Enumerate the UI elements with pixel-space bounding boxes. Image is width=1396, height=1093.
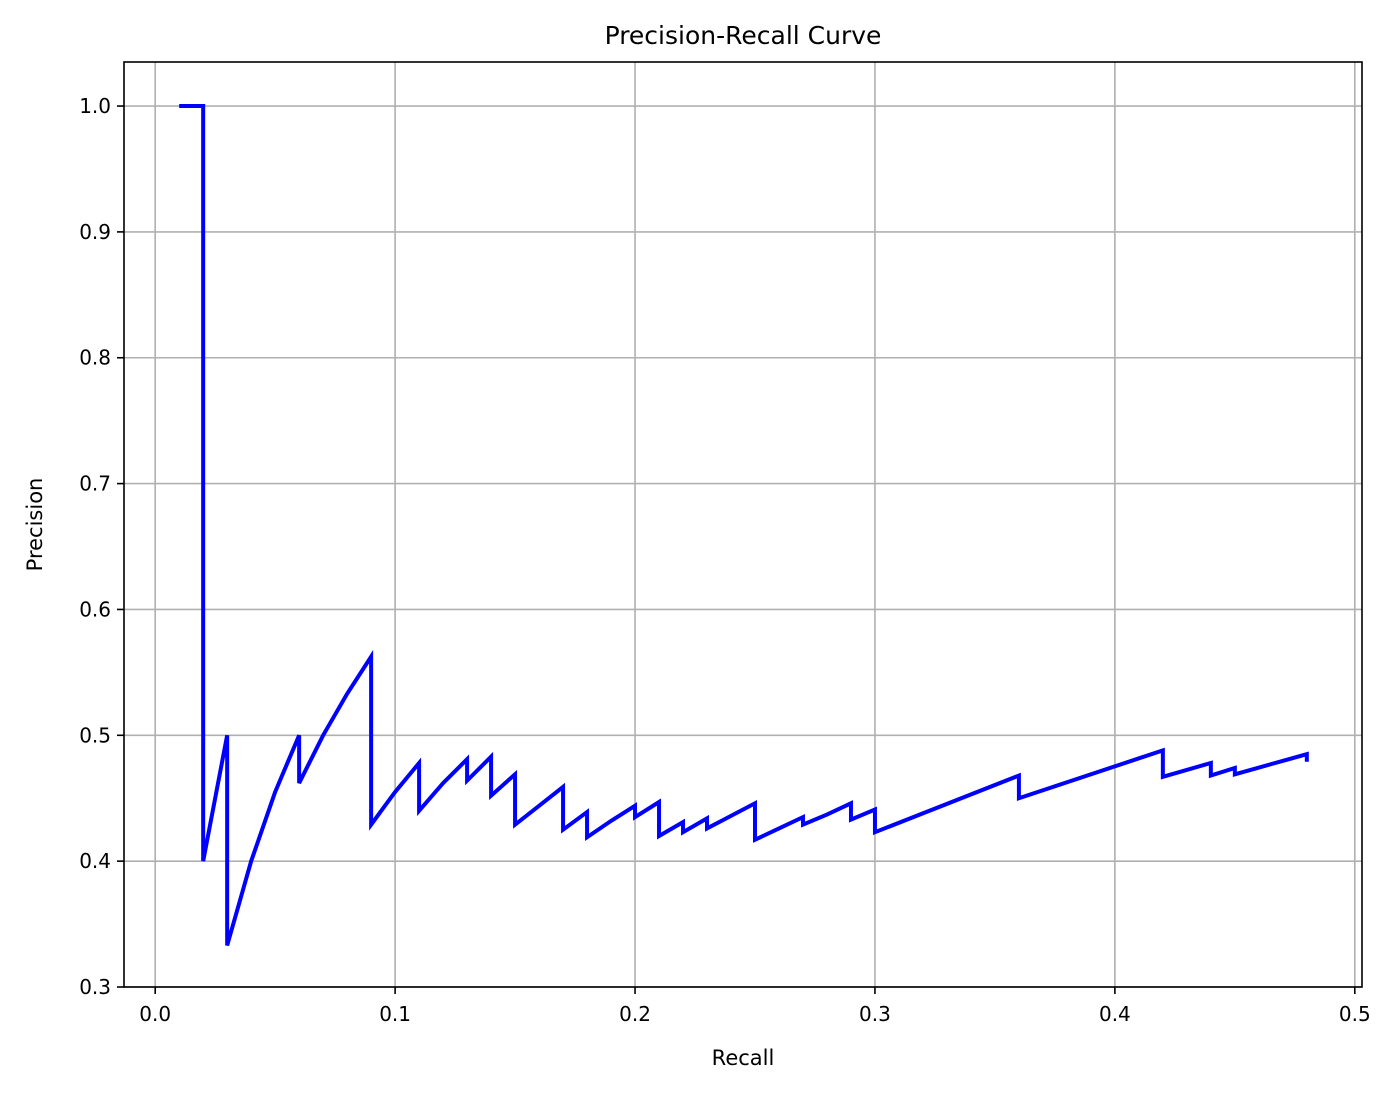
y-tick-label: 1.0	[79, 94, 111, 118]
x-tick-label: 0.4	[1099, 1002, 1131, 1026]
x-tick-label: 0.3	[859, 1002, 891, 1026]
grid-lines	[124, 62, 1362, 988]
axes-frame	[123, 61, 1363, 988]
x-tick-label: 0.2	[619, 1002, 651, 1026]
x-tick-label: 0.0	[139, 1002, 171, 1026]
y-tick-label: 0.5	[79, 723, 111, 747]
x-tick-label: 0.1	[379, 1002, 411, 1026]
y-tick-label: 0.4	[79, 849, 111, 873]
y-axis-label: Precision	[23, 478, 47, 572]
y-tick-label: 0.9	[79, 220, 111, 244]
y-tick-label: 0.6	[79, 597, 111, 621]
precision-recall-line	[179, 104, 1309, 947]
y-tick-label: 0.7	[79, 472, 111, 496]
tick-marks: 0.0 0.1 0.2 0.3 0.4 0.5 0.3 0.4 0.5 0.6 0.7 0.8 0.9 1…	[79, 94, 1371, 1026]
x-tick-label: 0.5	[1339, 1002, 1371, 1026]
y-tick-label: 0.3	[79, 975, 111, 999]
series-layer	[179, 104, 1309, 947]
chart-title: Precision-Recall Curve	[605, 21, 882, 50]
y-tick-label: 0.8	[79, 346, 111, 370]
x-axis-label: Recall	[712, 1046, 775, 1070]
